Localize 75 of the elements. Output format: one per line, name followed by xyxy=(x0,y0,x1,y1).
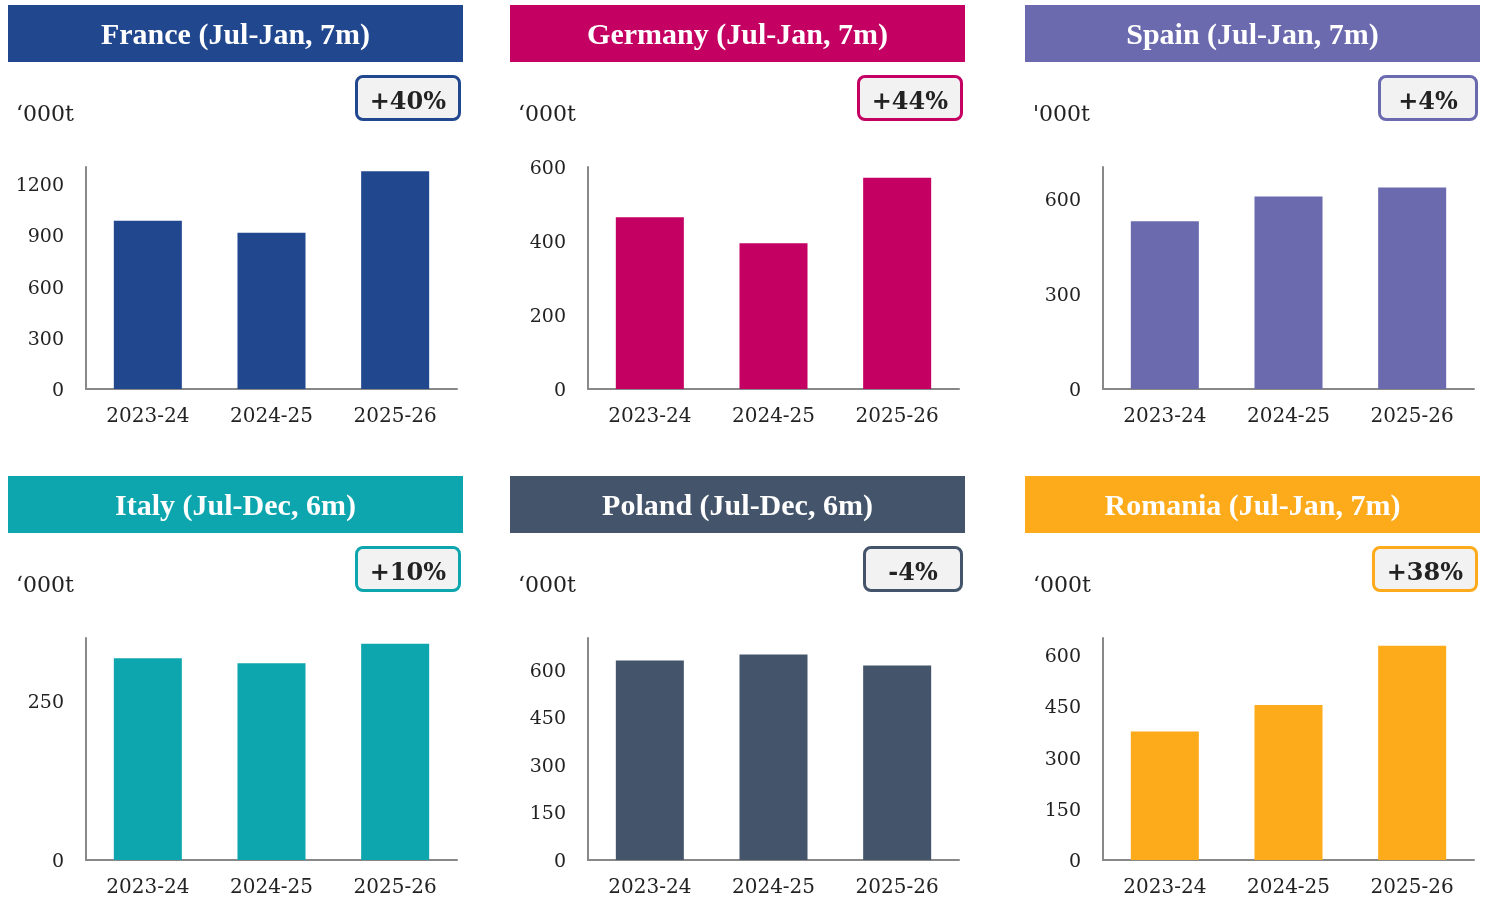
bar xyxy=(1378,645,1447,860)
chart-title: France (Jul-Jan, 7m) xyxy=(8,5,463,62)
x-tick-label: 2023-24 xyxy=(106,874,190,898)
y-tick-label: 250 xyxy=(27,690,64,713)
x-tick-label: 2025-26 xyxy=(1370,874,1454,898)
y-axis-title: ‘000t xyxy=(16,101,74,126)
y-tick-label: 600 xyxy=(1044,644,1081,667)
x-tick-label: 2023-24 xyxy=(1123,874,1207,898)
y-tick-label: 150 xyxy=(1044,797,1081,820)
x-tick-label: 2023-24 xyxy=(608,403,692,427)
y-tick-label: 900 xyxy=(27,224,64,247)
bar xyxy=(615,660,684,860)
y-tick-label: 600 xyxy=(1044,187,1081,210)
y-tick-label: 1200 xyxy=(15,173,64,196)
y-tick-label: 0 xyxy=(51,849,64,871)
chart-title: Germany (Jul-Jan, 7m) xyxy=(510,5,965,62)
bar xyxy=(739,243,808,389)
y-tick-label: 450 xyxy=(529,706,566,729)
y-axis-title: ‘000t xyxy=(1033,572,1091,597)
y-tick-label: 0 xyxy=(1068,378,1081,400)
x-tick-label: 2023-24 xyxy=(1123,403,1207,427)
x-tick-label: 2025-26 xyxy=(353,403,437,427)
chart-title: Spain (Jul-Jan, 7m) xyxy=(1025,5,1480,62)
bar xyxy=(1254,196,1323,389)
bar xyxy=(1254,704,1323,860)
text: +4% xyxy=(1378,75,1478,121)
x-tick-label: 2023-24 xyxy=(106,403,190,427)
y-tick-label: 0 xyxy=(1068,849,1081,871)
y-axis-title: '000t xyxy=(1033,101,1090,126)
text: +10% xyxy=(354,546,461,592)
y-tick-label: 600 xyxy=(529,658,566,681)
text: +38% xyxy=(1371,546,1478,592)
y-tick-label: 300 xyxy=(1044,746,1081,769)
text: +40% xyxy=(354,75,461,121)
bar xyxy=(361,171,430,389)
x-tick-label: 2024-25 xyxy=(229,874,314,898)
chart-title: Poland (Jul-Dec, 6m) xyxy=(510,476,965,533)
x-tick-label: 2025-26 xyxy=(855,874,939,898)
x-tick-label: 2025-26 xyxy=(1370,403,1454,427)
y-tick-label: 450 xyxy=(1044,695,1081,718)
y-tick-label: 600 xyxy=(27,275,64,298)
bar xyxy=(113,220,182,389)
chart-title: Italy (Jul-Dec, 6m) xyxy=(8,476,463,533)
text: -4% xyxy=(863,546,963,592)
bar xyxy=(615,217,684,389)
bar xyxy=(1130,731,1199,860)
y-tick-label: 600 xyxy=(529,156,566,178)
x-tick-label: 2024-25 xyxy=(1246,403,1331,427)
y-tick-label: 150 xyxy=(529,801,566,824)
bar xyxy=(863,665,932,860)
y-tick-label: 300 xyxy=(1044,282,1081,305)
x-tick-label: 2024-25 xyxy=(731,403,816,427)
x-tick-label: 2024-25 xyxy=(731,874,816,898)
y-tick-label: 400 xyxy=(529,230,566,252)
y-tick-label: 0 xyxy=(553,849,566,871)
chart-title: Romania (Jul-Jan, 7m) xyxy=(1025,476,1480,533)
y-axis-title: ‘000t xyxy=(518,101,576,126)
y-tick-label: 0 xyxy=(51,378,64,400)
x-tick-label: 2023-24 xyxy=(608,874,692,898)
x-tick-label: 2024-25 xyxy=(229,403,314,427)
text: +44% xyxy=(856,75,963,121)
x-tick-label: 2025-26 xyxy=(353,874,437,898)
bar xyxy=(1378,187,1447,389)
x-tick-label: 2024-25 xyxy=(1246,874,1331,898)
y-tick-label: 0 xyxy=(553,378,566,400)
bar xyxy=(237,232,306,389)
bar xyxy=(1130,221,1199,389)
y-axis-title: ‘000t xyxy=(518,572,576,597)
bar xyxy=(739,654,808,860)
y-tick-label: 300 xyxy=(27,326,64,349)
y-axis-title: ‘000t xyxy=(16,572,74,597)
x-tick-label: 2025-26 xyxy=(855,403,939,427)
y-tick-label: 200 xyxy=(529,304,566,326)
y-tick-label: 300 xyxy=(529,753,566,776)
bar xyxy=(863,177,932,389)
